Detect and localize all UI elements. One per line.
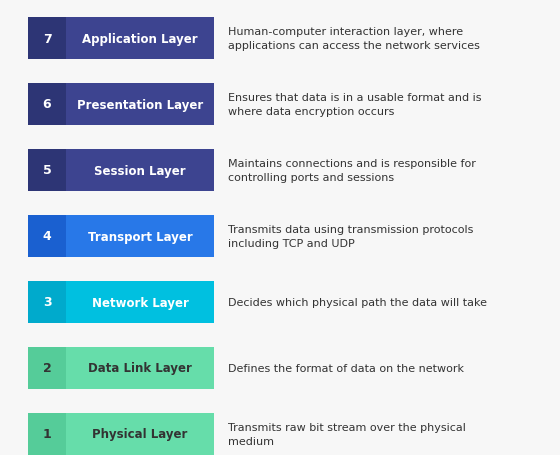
Text: Decides which physical path the data will take: Decides which physical path the data wil… (228, 298, 487, 307)
Text: Application Layer: Application Layer (82, 32, 198, 46)
Text: 3: 3 (43, 296, 52, 309)
Bar (28, 281, 66, 324)
Text: Network Layer: Network Layer (92, 296, 188, 309)
Bar (66, 84, 214, 126)
Text: Transmits raw bit stream over the physical
medium: Transmits raw bit stream over the physic… (228, 423, 466, 445)
Bar (28, 216, 66, 258)
Text: Maintains connections and is responsible for
controlling ports and sessions: Maintains connections and is responsible… (228, 159, 476, 182)
Bar (28, 84, 66, 126)
Text: Physical Layer: Physical Layer (92, 428, 188, 440)
Bar (66, 347, 214, 389)
Bar (66, 150, 214, 192)
Bar (66, 281, 214, 324)
Text: Presentation Layer: Presentation Layer (77, 98, 203, 111)
Text: Data Link Layer: Data Link Layer (88, 362, 192, 374)
Text: Session Layer: Session Layer (94, 164, 186, 177)
Bar (28, 18, 66, 60)
Bar (66, 413, 214, 455)
Text: 4: 4 (43, 230, 52, 243)
Text: 2: 2 (43, 362, 52, 374)
Bar (28, 150, 66, 192)
Text: 1: 1 (43, 428, 52, 440)
Bar (66, 18, 214, 60)
Text: 5: 5 (43, 164, 52, 177)
Text: Human-computer interaction layer, where
applications can access the network serv: Human-computer interaction layer, where … (228, 27, 480, 51)
Text: 6: 6 (43, 98, 52, 111)
Bar (28, 347, 66, 389)
Text: Transport Layer: Transport Layer (87, 230, 193, 243)
Text: Defines the format of data on the network: Defines the format of data on the networ… (228, 363, 464, 373)
Text: Ensures that data is in a usable format and is
where data encryption occurs: Ensures that data is in a usable format … (228, 93, 482, 116)
Bar (66, 216, 214, 258)
Text: Transmits data using transmission protocols
including TCP and UDP: Transmits data using transmission protoc… (228, 225, 473, 248)
Bar (28, 413, 66, 455)
Text: 7: 7 (43, 32, 52, 46)
